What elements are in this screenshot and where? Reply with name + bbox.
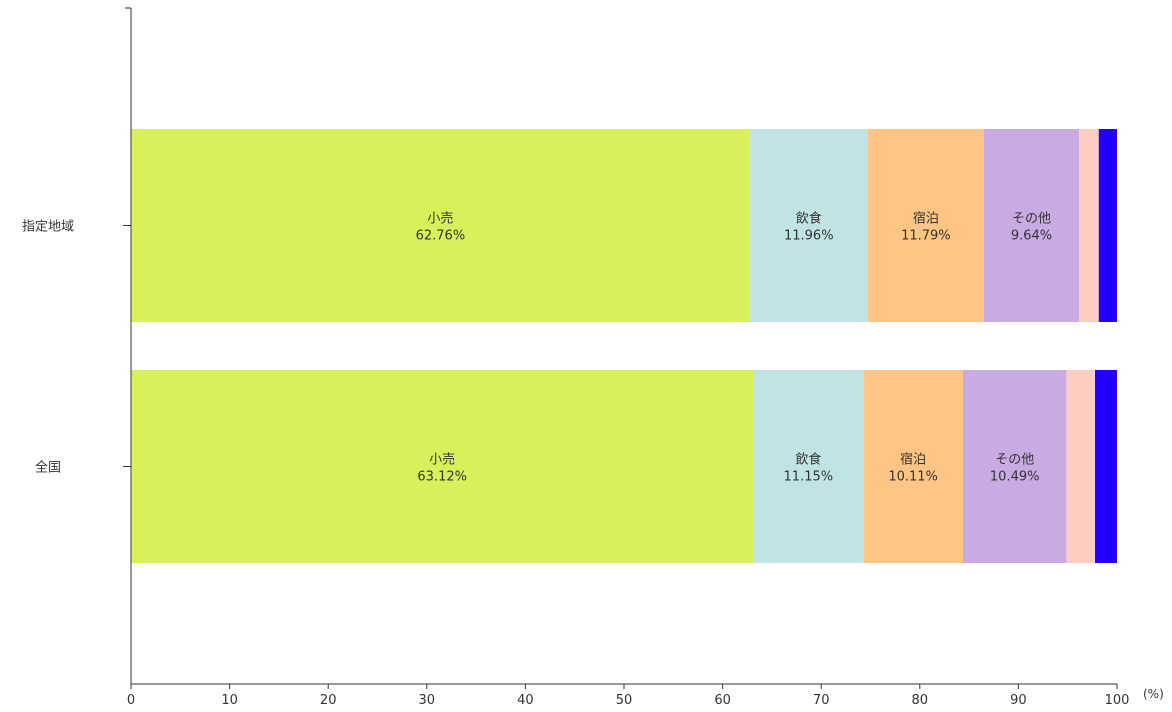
bar-segment (962, 370, 1067, 563)
segment-name-label: 飲食 (796, 211, 822, 227)
segment-name-label: 小売 (429, 452, 455, 468)
x-tick-label: 60 (714, 693, 731, 708)
x-tick-label: 90 (1010, 693, 1027, 708)
category-label: 指定地域 (22, 220, 74, 235)
segment-value-label: 10.49% (990, 470, 1040, 485)
x-tick-label: 100 (1105, 693, 1130, 708)
segment-value-label: 11.15% (784, 470, 834, 485)
x-tick-label: 10 (221, 693, 238, 708)
x-tick-label: 40 (517, 693, 534, 708)
bar-segment (749, 129, 868, 322)
segment-name-label: その他 (1012, 212, 1051, 227)
x-tick-label: 80 (912, 693, 929, 708)
category-label: 全国 (35, 460, 61, 476)
segment-value-label: 11.79% (901, 229, 951, 244)
segment-name-label: 宿泊 (913, 211, 939, 227)
segment-value-label: 62.76% (416, 229, 466, 244)
plot-area: 小売 62.76% 飲食 11.96% 宿泊 11.79% その他 9.64% 小売 63.12%… (131, 129, 1117, 563)
bar-segment (863, 370, 963, 563)
bar-segment (131, 129, 750, 322)
bar-segment (753, 370, 864, 563)
x-tick-label: 50 (616, 693, 633, 708)
segment-value-label: 11.96% (784, 229, 834, 244)
bar-segment (1079, 129, 1099, 322)
x-axis: 0 10 20 30 40 50 60 70 80 90 100 (127, 683, 1130, 708)
segment-name-label: その他 (995, 453, 1034, 468)
bar-segment (867, 129, 984, 322)
segment-name-label: 宿泊 (900, 452, 926, 468)
x-tick-label: 70 (813, 693, 830, 708)
segment-value-label: 9.64% (1011, 229, 1052, 244)
bar-segment (1095, 370, 1117, 563)
bar-segment (983, 129, 1080, 322)
bar-segment (1066, 370, 1096, 563)
x-tick-label: 20 (320, 693, 337, 708)
x-axis-unit-label: (%) (1143, 687, 1164, 701)
segment-value-label: 10.11% (888, 470, 938, 485)
bar-segment (131, 370, 754, 563)
x-tick-label: 0 (127, 693, 135, 708)
segment-value-label: 63.12% (417, 470, 467, 485)
x-tick-label: 30 (419, 693, 436, 708)
bar-segment (1098, 129, 1117, 322)
segment-name-label: 小売 (427, 211, 453, 227)
segment-name-label: 飲食 (795, 452, 821, 468)
